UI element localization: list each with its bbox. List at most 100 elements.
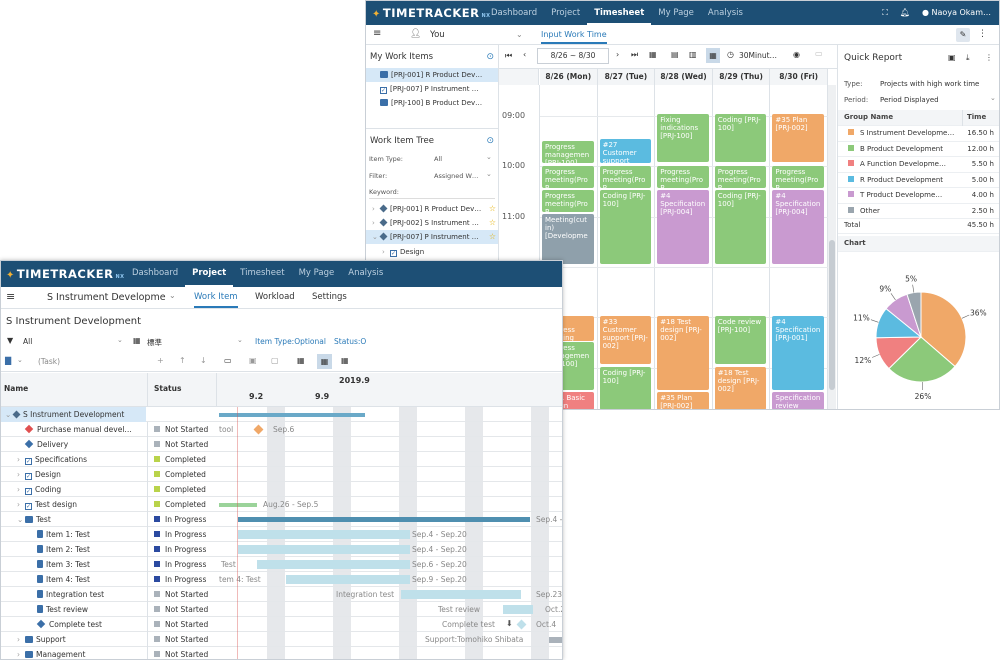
gantt-bar[interactable]: [286, 575, 410, 584]
nav-timesheet[interactable]: Timesheet: [240, 268, 285, 278]
expand-icon[interactable]: ›: [382, 247, 385, 256]
nav-my-page[interactable]: My Page: [298, 268, 335, 278]
time-entry[interactable]: Meeting(cut in) [Developme: [542, 214, 594, 264]
time-entry[interactable]: #35 Plan [PRJ-002]: [772, 114, 824, 162]
chevron-down-icon[interactable]: ⌄: [486, 170, 492, 178]
gantt-bar[interactable]: [549, 636, 562, 643]
gantt-row[interactable]: Item 2: Test In Progress: [1, 542, 562, 557]
gantt-row[interactable]: ⌄ S Instrument Development: [1, 407, 562, 422]
col-status[interactable]: Status: [147, 373, 217, 406]
pdf-icon[interactable]: ▣: [948, 53, 956, 62]
status-cell[interactable]: Completed: [147, 497, 217, 512]
day-header[interactable]: 8/26 (Mon): [540, 69, 598, 85]
time-entry[interactable]: #35 Plan [PRJ-002]: [657, 392, 709, 409]
nav-project[interactable]: Project: [551, 8, 581, 18]
gantt-bar[interactable]: [219, 412, 365, 417]
bell-icon[interactable]: 🔔︎: [899, 8, 911, 17]
doc-icon[interactable]: ▢: [271, 356, 279, 365]
day-header[interactable]: 8/27 (Tue): [597, 69, 656, 85]
status-cell[interactable]: In Progress: [147, 572, 217, 587]
next-icon[interactable]: ›: [616, 50, 620, 59]
report-row[interactable]: S Instrument Developme… 16.50 h: [838, 126, 999, 142]
day-header[interactable]: 8/28 (Wed): [655, 69, 713, 85]
pin-icon[interactable]: ✎: [956, 28, 970, 42]
tree-item[interactable]: › [PRJ-001] R Product Dev… ☆: [366, 202, 498, 216]
tab-work-item[interactable]: Work Item: [194, 292, 238, 308]
calendar-scrollbar[interactable]: [828, 85, 836, 409]
gantt-row[interactable]: › ✓ Design Completed: [1, 467, 562, 482]
timetracker-logo[interactable]: ✦ TIMETRACKER NX: [372, 6, 491, 20]
time-entry[interactable]: Progress meeting(Pro P: [599, 166, 652, 188]
fullscreen-icon[interactable]: ⛶: [882, 8, 888, 17]
calendar-icon[interactable]: ▦: [297, 356, 305, 365]
star-icon[interactable]: ☆: [488, 232, 496, 242]
chevron-down-icon[interactable]: ⌄: [237, 336, 243, 344]
move-up-icon[interactable]: ↑: [179, 356, 186, 365]
time-entry[interactable]: Coding [PRJ-100]: [714, 114, 767, 162]
check-icon[interactable]: ▣: [249, 356, 257, 365]
collapse-icon[interactable]: ⊙: [486, 52, 494, 62]
gantt-row[interactable]: Purchase manual devel… Not Started: [1, 422, 562, 437]
nav-project[interactable]: Project: [185, 261, 234, 287]
view-select[interactable]: 標準: [147, 338, 162, 347]
nav-timesheet[interactable]: Timesheet: [587, 1, 652, 25]
chevron-down-icon[interactable]: ⌄: [990, 94, 996, 102]
tree-item[interactable]: › ✓ Design: [366, 245, 498, 259]
time-entry[interactable]: #4 Specification [PRJ-001]: [772, 316, 824, 390]
status-cell[interactable]: Completed: [147, 482, 217, 497]
add-icon[interactable]: +: [157, 356, 164, 365]
more-icon[interactable]: ⋮: [985, 53, 993, 62]
expand-icon[interactable]: ›: [17, 455, 20, 464]
report-row[interactable]: A Function Developme… 5.50 h: [838, 157, 999, 173]
move-down-icon[interactable]: ↓: [200, 356, 207, 365]
day-view-icon[interactable]: ▤: [671, 50, 679, 59]
gantt-row[interactable]: ⌄ Test In Progress: [1, 512, 562, 527]
time-entry[interactable]: #4 Specification [PRJ-004]: [657, 190, 709, 264]
day-header[interactable]: 8/29 (Thu): [712, 69, 771, 85]
gantt-row[interactable]: › Management Not Started: [1, 647, 562, 659]
time-entry[interactable]: Coding [PRJ-100]: [599, 367, 652, 409]
new-task-input[interactable]: (Task): [38, 357, 61, 366]
time-entry[interactable]: Specification review: [772, 392, 824, 409]
time-entry[interactable]: #18 Test design [PRJ-002]: [657, 316, 709, 390]
gantt-bar[interactable]: [238, 517, 530, 522]
time-entry[interactable]: Progress meeting(Pro P: [714, 166, 767, 188]
gantt-bar[interactable]: [238, 530, 410, 539]
my-item-3[interactable]: [PRJ-100] B Product Dev…: [366, 96, 498, 110]
chevron-down-icon[interactable]: ⌄: [169, 291, 176, 300]
month-view-icon[interactable]: ▦: [341, 356, 349, 365]
report-row[interactable]: T Product Developme… 4.00 h: [838, 188, 999, 204]
user-selector[interactable]: You: [430, 30, 445, 40]
gantt-bar[interactable]: [257, 560, 410, 569]
menu-icon[interactable]: ≡: [6, 290, 16, 303]
tab-workload[interactable]: Workload: [255, 292, 295, 302]
star-icon[interactable]: ☆: [488, 218, 496, 228]
gantt-row[interactable]: › Support Not Started: [1, 632, 562, 647]
col-name[interactable]: Name: [4, 384, 29, 393]
status-cell[interactable]: In Progress: [147, 542, 217, 557]
day-header[interactable]: 8/30 (Fri): [770, 69, 828, 85]
interval-select[interactable]: 30Minut…: [739, 51, 778, 60]
my-item-2[interactable]: ✓ [PRJ-007] P Instrument …: [380, 85, 479, 94]
status-cell[interactable]: Not Started: [147, 617, 217, 632]
tree-item[interactable]: › [PRJ-002] S Instrument … ☆: [366, 216, 498, 230]
pie-slice[interactable]: [920, 291, 967, 368]
download-icon[interactable]: ⤓: [966, 53, 970, 62]
time-entry[interactable]: Progress meeting(Pro P: [772, 166, 824, 188]
prev-icon[interactable]: ‹: [523, 50, 527, 59]
period-select[interactable]: Period Displayed: [880, 96, 939, 104]
collapse-icon[interactable]: ⊙: [486, 136, 494, 146]
date-range-field[interactable]: 8/26 ~ 8/30: [537, 48, 609, 64]
expand-icon[interactable]: ⌄: [372, 233, 378, 242]
status-cell[interactable]: Not Started: [147, 602, 217, 617]
chevron-down-icon[interactable]: ⌄: [486, 153, 492, 161]
report-row[interactable]: R Product Development 5.00 h: [838, 173, 999, 188]
time-entry[interactable]: Code review [PRJ-100]: [714, 316, 767, 364]
gantt-row[interactable]: Item 4: Test In Progress: [1, 572, 562, 587]
time-entry[interactable]: Progress managemen [PRJ-100]: [542, 141, 594, 163]
calendar-icon[interactable]: ▦: [649, 50, 657, 59]
time-entry[interactable]: #27 Customer support: [599, 139, 652, 163]
nav-my-page[interactable]: My Page: [658, 8, 694, 18]
gantt-row[interactable]: Integration test Not Started: [1, 587, 562, 602]
status-cell[interactable]: In Progress: [147, 512, 217, 527]
